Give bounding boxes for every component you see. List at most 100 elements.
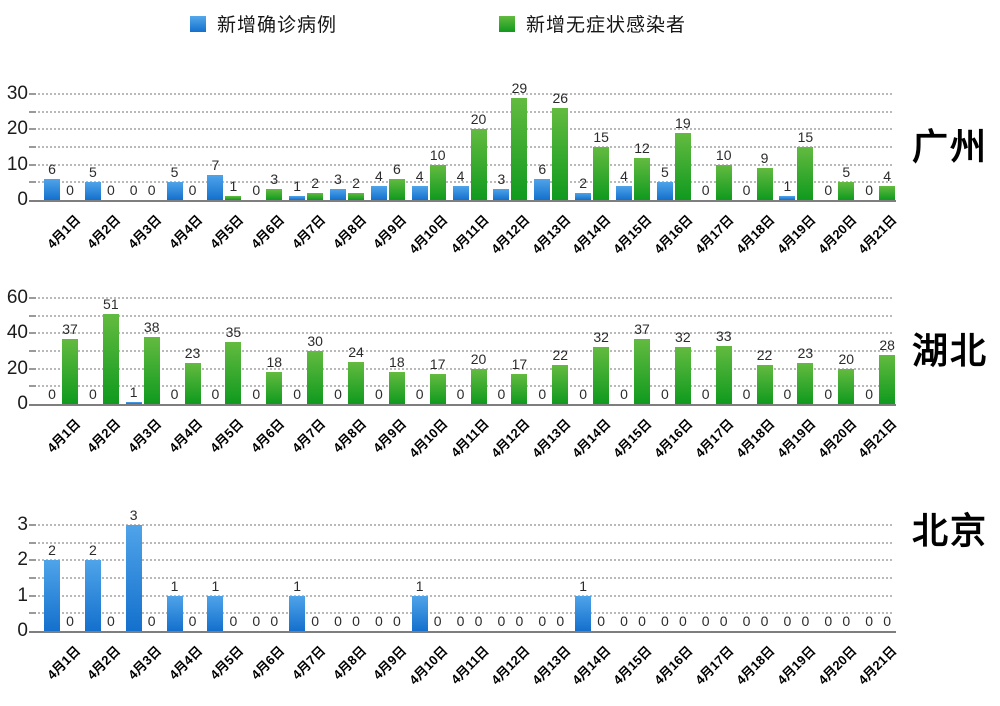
bar-value-label: 0 — [170, 386, 179, 402]
bar-value-label: 7 — [211, 157, 220, 174]
bar-value-label: 20 — [470, 111, 487, 128]
x-axis-label: 4月8日 — [329, 212, 369, 252]
x-axis-label: 4月14日 — [569, 416, 614, 461]
bar-新增无症状感染者-4月19日 — [797, 363, 814, 404]
bar-新增无症状感染者-4月14日 — [593, 147, 610, 200]
x-axis-label: 4月10日 — [406, 416, 451, 461]
bar-新增无症状感染者-4月9日 — [388, 372, 405, 404]
bar-value-label: 17 — [429, 355, 446, 372]
bar-value-label: 4 — [456, 167, 465, 184]
bar-value-label: 4 — [374, 167, 383, 184]
x-axis-label: 4月18日 — [732, 212, 778, 257]
bar-value-label: 0 — [188, 182, 197, 198]
bar-value-label: 32 — [675, 329, 691, 346]
y-tick — [29, 163, 36, 166]
y-tick — [29, 332, 36, 335]
bar-value-label: 0 — [538, 386, 547, 402]
y-tick — [29, 541, 36, 544]
bar-value-label: 0 — [801, 613, 810, 629]
x-axis-label: 4月1日 — [43, 416, 83, 456]
x-axis-label: 4月12日 — [487, 643, 533, 688]
bar-value-label: 2 — [579, 174, 588, 191]
x-axis-label: 4月10日 — [406, 643, 451, 688]
bar-新增无症状感染者-4月18日 — [756, 168, 773, 200]
bar-value-label: 0 — [334, 386, 342, 402]
bar-value-label: 3 — [497, 171, 506, 188]
legend-swatch-asymptomatic-icon — [499, 15, 515, 32]
x-axis-label: 4月17日 — [692, 212, 737, 257]
x-axis-label: 4月16日 — [651, 212, 696, 257]
bar-value-label: 5 — [842, 164, 851, 181]
bar-新增确诊病例-4月9日 — [370, 185, 387, 200]
bar-新增确诊病例-4月2日 — [84, 560, 101, 631]
y-tick — [29, 110, 36, 113]
gridline — [38, 350, 892, 352]
x-axis-label: 4月13日 — [528, 416, 574, 461]
bar-value-label: 0 — [252, 613, 261, 629]
bar-新增确诊病例-4月16日 — [656, 182, 673, 200]
bar-新增无症状感染者-4月11日 — [470, 368, 487, 404]
x-axis-line — [29, 404, 896, 406]
x-axis-label: 4月15日 — [610, 416, 655, 461]
y-tick — [29, 181, 36, 184]
bar-新增无症状感染者-4月8日 — [348, 192, 364, 200]
bar-value-label: 0 — [556, 613, 565, 629]
y-tick — [29, 314, 36, 317]
y-tick — [29, 612, 36, 615]
bar-新增确诊病例-4月13日 — [534, 178, 551, 200]
bar-新增无症状感染者-4月20日 — [838, 182, 855, 200]
bar-value-label: 33 — [715, 327, 732, 344]
bar-value-label: 35 — [225, 324, 242, 341]
bar-value-label: 0 — [579, 386, 588, 402]
gridline — [38, 524, 892, 526]
legend-label-confirmed: 新增确诊病例 — [217, 15, 338, 36]
bar-value-label: 12 — [634, 139, 650, 156]
gridline — [38, 559, 892, 562]
x-axis-label: 4月20日 — [814, 643, 860, 688]
bar-新增确诊病例-4月15日 — [616, 185, 632, 200]
bar-value-label: 0 — [497, 613, 506, 629]
bar-新增无症状感染者-4月10日 — [429, 373, 446, 404]
x-axis-label: 4月9日 — [370, 416, 410, 456]
bar-value-label: 24 — [348, 343, 364, 360]
bar-value-label: 0 — [701, 613, 710, 629]
bar-新增无症状感染者-4月15日 — [634, 157, 650, 200]
gridline — [38, 332, 892, 335]
bar-value-label: 1 — [293, 577, 302, 594]
x-axis-label: 4月21日 — [855, 212, 900, 257]
gridline — [38, 385, 892, 388]
bar-value-label: 2 — [352, 174, 360, 191]
bar-新增无症状感染者-4月21日 — [879, 354, 896, 404]
bar-value-label: 3 — [270, 171, 279, 188]
legend-swatch-confirmed-icon — [190, 15, 206, 32]
x-axis-label: 4月11日 — [447, 643, 492, 687]
bar-value-label: 0 — [824, 182, 833, 198]
x-axis-label: 4月17日 — [692, 416, 737, 461]
bar-新增无症状感染者-4月15日 — [634, 338, 650, 404]
bar-value-label: 0 — [515, 613, 524, 629]
gridline — [38, 128, 892, 131]
gridline — [38, 594, 892, 597]
y-tick — [29, 524, 36, 526]
legend-item-confirmed: 新增确诊病例 — [190, 10, 337, 37]
gridline — [38, 612, 892, 615]
bar-value-label: 1 — [415, 577, 424, 594]
bar-value-label: 10 — [429, 146, 446, 163]
bar-value-label: 0 — [106, 182, 115, 198]
bar-value-label: 0 — [865, 386, 874, 402]
bar-value-label: 0 — [270, 613, 279, 629]
bar-value-label: 0 — [106, 613, 115, 629]
bar-新增确诊病例-4月7日 — [289, 196, 306, 200]
x-axis-label: 4月5日 — [206, 212, 247, 252]
bar-新增无症状感染者-4月16日 — [674, 347, 691, 404]
x-axis-label: 4月4日 — [166, 212, 206, 252]
bar-value-label: 1 — [170, 577, 179, 594]
x-axis-label: 4月20日 — [814, 212, 860, 257]
bar-value-label: 0 — [842, 613, 851, 629]
x-axis-label: 4月2日 — [84, 416, 124, 456]
bar-新增无症状感染者-4月10日 — [429, 164, 446, 200]
x-axis-label: 4月12日 — [487, 212, 533, 257]
gridline — [38, 93, 892, 95]
gridline — [38, 110, 892, 113]
bar-新增确诊病例-4月8日 — [330, 189, 346, 200]
